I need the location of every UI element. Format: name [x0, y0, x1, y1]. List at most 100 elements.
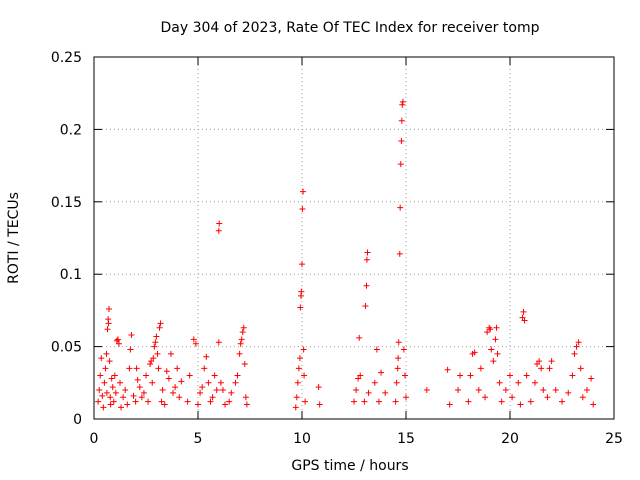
data-point: [363, 282, 370, 289]
data-point: [577, 365, 584, 372]
data-point: [199, 384, 206, 391]
data-point: [520, 308, 527, 315]
data-point: [134, 376, 141, 383]
data-point: [99, 392, 106, 399]
data-point: [482, 394, 489, 401]
data-point: [295, 365, 302, 372]
data-point: [201, 365, 208, 372]
data-point: [156, 324, 163, 331]
data-point: [132, 398, 139, 405]
data-point: [172, 384, 179, 391]
data-point: [122, 387, 129, 394]
data-point: [486, 324, 493, 331]
data-point: [399, 98, 406, 105]
data-point: [165, 375, 172, 382]
data-point: [298, 288, 305, 295]
data-point: [150, 355, 157, 362]
data-point: [203, 353, 210, 360]
data-point: [527, 398, 534, 405]
data-point: [239, 329, 246, 336]
x-tick-label: 5: [194, 431, 203, 447]
data-point: [161, 401, 168, 408]
data-point: [490, 358, 497, 365]
data-point: [157, 320, 164, 327]
data-point: [222, 401, 229, 408]
y-tick-label: 0.15: [51, 195, 82, 211]
data-point: [174, 365, 181, 372]
data-point: [465, 398, 472, 405]
data-point: [107, 401, 114, 408]
data-point: [211, 372, 218, 379]
data-point: [104, 326, 111, 333]
plot-frame: [93, 56, 615, 420]
data-point: [403, 394, 409, 401]
data-point: [130, 392, 137, 399]
data-point: [205, 379, 212, 386]
data-points: [95, 98, 597, 411]
data-point: [401, 372, 408, 379]
data-point: [108, 375, 115, 382]
data-point: [496, 379, 503, 386]
data-point: [111, 372, 118, 379]
data-point: [136, 384, 143, 391]
data-point: [398, 137, 405, 144]
data-point: [457, 372, 464, 379]
data-point: [493, 324, 500, 331]
data-point: [127, 346, 134, 353]
axis-ticks: 0 0.05 0.1 0.15 0.2 0.25 0 5 10 15 20 25: [51, 50, 623, 447]
data-point: [219, 387, 226, 394]
data-point: [197, 389, 204, 396]
data-point: [299, 261, 305, 268]
data-point: [455, 387, 461, 394]
data-point: [153, 333, 160, 340]
data-point: [575, 339, 582, 346]
data-point: [565, 389, 572, 396]
data-point: [226, 398, 233, 405]
data-point: [207, 398, 214, 405]
data-point: [217, 379, 224, 386]
data-point: [400, 346, 407, 353]
data-point: [538, 365, 545, 372]
data-point: [365, 389, 372, 396]
data-point: [571, 350, 578, 357]
data-point: [399, 101, 406, 108]
data-point: [590, 401, 597, 408]
data-point: [579, 394, 586, 401]
data-point: [103, 350, 110, 357]
data-point: [112, 389, 119, 396]
data-point: [155, 365, 162, 372]
data-point: [494, 350, 501, 357]
data-point: [215, 227, 222, 234]
y-tick-label: 0: [73, 412, 82, 428]
data-point: [293, 394, 300, 401]
data-point: [96, 387, 103, 394]
data-point: [154, 350, 161, 357]
data-point: [138, 394, 145, 401]
data-point: [395, 355, 402, 362]
data-point: [521, 317, 528, 324]
grid-lines: [94, 57, 614, 419]
data-point: [397, 161, 404, 168]
data-point: [392, 398, 399, 405]
data-point: [492, 336, 499, 343]
data-point: [351, 398, 357, 405]
x-axis-label: GPS time / hours: [291, 458, 408, 474]
data-point: [117, 379, 123, 386]
data-point: [97, 372, 104, 379]
data-point: [378, 369, 385, 376]
data-point: [115, 340, 122, 347]
data-point: [167, 350, 174, 357]
data-point: [163, 368, 170, 375]
data-point: [467, 372, 474, 379]
data-point: [118, 404, 125, 411]
data-point: [394, 365, 401, 372]
data-point: [170, 389, 177, 396]
data-point: [423, 387, 430, 394]
data-point: [109, 384, 116, 391]
data-point: [393, 379, 400, 386]
data-point: [353, 387, 360, 394]
data-point: [128, 332, 135, 339]
data-point: [152, 339, 159, 346]
y-tick-label: 0.25: [51, 50, 82, 66]
data-point: [234, 372, 241, 379]
